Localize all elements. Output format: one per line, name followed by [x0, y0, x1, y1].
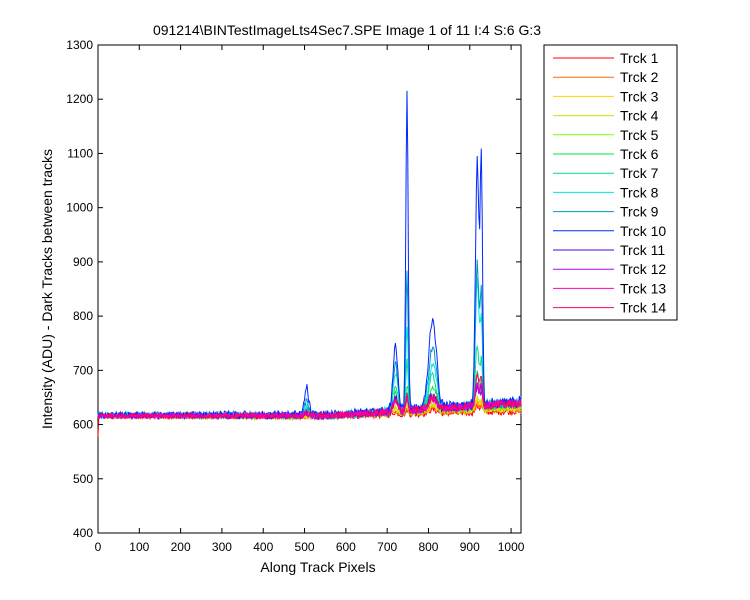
legend-label: Trck 13	[620, 280, 666, 296]
y-tick-label: 400	[73, 526, 93, 540]
y-axis-ticks: 400 500 600 700 800 900 1000 1100 1200 1300	[66, 38, 521, 540]
legend-label: Trck 12	[620, 261, 666, 277]
series-line-14	[97, 372, 522, 421]
legend-label: Trck 2	[620, 69, 659, 85]
legend-label: Trck 5	[620, 127, 659, 143]
x-tick-label: 200	[171, 540, 191, 554]
y-tick-label: 500	[73, 472, 93, 486]
y-tick-label: 700	[73, 363, 93, 377]
legend-label: Trck 1	[620, 50, 659, 66]
y-tick-label: 1000	[66, 201, 93, 215]
x-axis-label: Along Track Pixels	[260, 559, 375, 575]
series-lines	[97, 90, 522, 437]
x-axis-ticks: 0 100 200 300 400 500 600 700 800 900 1000	[95, 45, 525, 554]
y-axis-label: Intensity (ADU) - Dark Tracks between tr…	[39, 149, 55, 429]
legend-label: Trck 8	[620, 184, 659, 200]
x-tick-label: 400	[253, 540, 273, 554]
x-tick-label: 300	[212, 540, 232, 554]
y-tick-label: 1100	[67, 146, 93, 160]
x-tick-label: 900	[460, 540, 480, 554]
x-tick-label: 600	[336, 540, 356, 554]
chart-title: 091214\BINTestImageLts4Sec7.SPE Image 1 …	[153, 22, 541, 38]
y-tick-label: 1300	[66, 38, 93, 52]
legend-label: Trck 9	[620, 204, 659, 220]
y-tick-label: 900	[73, 255, 93, 269]
legend-label: Trck 6	[620, 146, 659, 162]
x-tick-label: 100	[129, 540, 149, 554]
axes	[97, 44, 522, 534]
legend-label: Trck 14	[620, 300, 666, 316]
legend-box	[543, 44, 678, 321]
x-tick-label: 0	[95, 540, 102, 554]
series-line-10	[98, 90, 522, 421]
x-tick-label: 500	[295, 540, 315, 554]
legend-label: Trck 7	[620, 165, 659, 181]
y-tick-label: 800	[73, 309, 93, 323]
x-tick-label: 700	[377, 540, 397, 554]
x-tick-label: 1000	[498, 540, 525, 554]
y-tick-label: 1200	[66, 92, 93, 106]
legend-label: Trck 4	[620, 108, 659, 124]
legend-label: Trck 11	[620, 242, 665, 258]
legend: Trck 1 Trck 2 Trck 3 Trck 4 Trck 5 Trck 6 Trck…	[543, 44, 678, 321]
axes-box	[97, 44, 522, 534]
legend-label: Trck 3	[620, 88, 659, 104]
legend-label: Trck 10	[620, 223, 666, 239]
y-tick-label: 600	[73, 418, 93, 432]
x-tick-label: 800	[418, 540, 438, 554]
